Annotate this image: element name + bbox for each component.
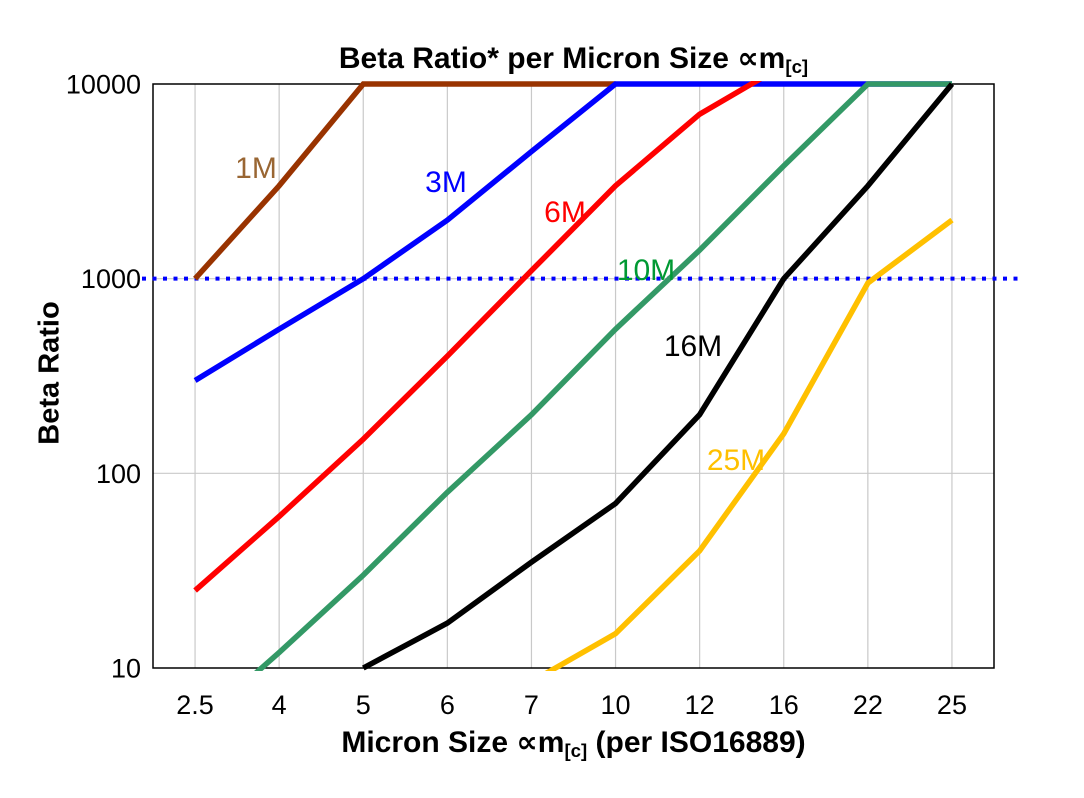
x-axis-title-subscript: [c] [564, 740, 588, 762]
series-line-25m [544, 217, 954, 671]
series-line-6m [193, 81, 762, 593]
y-tick-100: 100 [96, 459, 141, 489]
series-label-10m: 10M [617, 254, 675, 287]
series-label-3m: 3M [425, 166, 467, 199]
x-tick-10: 10 [601, 690, 631, 720]
series-label-25m: 25M [707, 444, 765, 477]
y-tick-10: 10 [111, 654, 141, 684]
chart-title-subscript: [c] [785, 56, 809, 78]
series-label-1m: 1M [235, 152, 277, 185]
series-line-16m [362, 82, 955, 671]
x-tick-25: 25 [937, 690, 967, 720]
y-tick-1000: 1000 [81, 264, 141, 294]
x-tick-6: 6 [440, 690, 455, 720]
x-axis-title: Micron Size ∝m[c] (per ISO16889) [63, 725, 1084, 762]
x-tick-4: 4 [272, 690, 287, 720]
proportional-m-symbol: ∝m [516, 726, 565, 759]
series-label-6m: 6M [544, 196, 586, 229]
x-tick-16: 16 [769, 690, 799, 720]
x-tick-5: 5 [356, 690, 371, 720]
series-line-1m [193, 81, 616, 281]
proportional-m-symbol: ∝m [737, 42, 786, 75]
x-tick-7: 7 [524, 690, 539, 720]
series-line-10m [254, 81, 952, 671]
series-label-16m: 16M [664, 330, 722, 363]
x-tick-12: 12 [685, 690, 715, 720]
x-tick-2.5: 2.5 [176, 690, 214, 720]
series-line-3m [193, 81, 952, 383]
chart-title-text: Beta Ratio* per Micron Size [338, 42, 738, 75]
y-tick-10000: 10000 [66, 70, 141, 100]
x-tick-22: 22 [853, 690, 883, 720]
x-axis-title-text: Micron Size [341, 726, 517, 759]
chart-title: Beta Ratio* per Micron Size ∝m[c] [63, 41, 1084, 78]
x-axis-title-suffix: (per ISO16889) [587, 726, 806, 759]
